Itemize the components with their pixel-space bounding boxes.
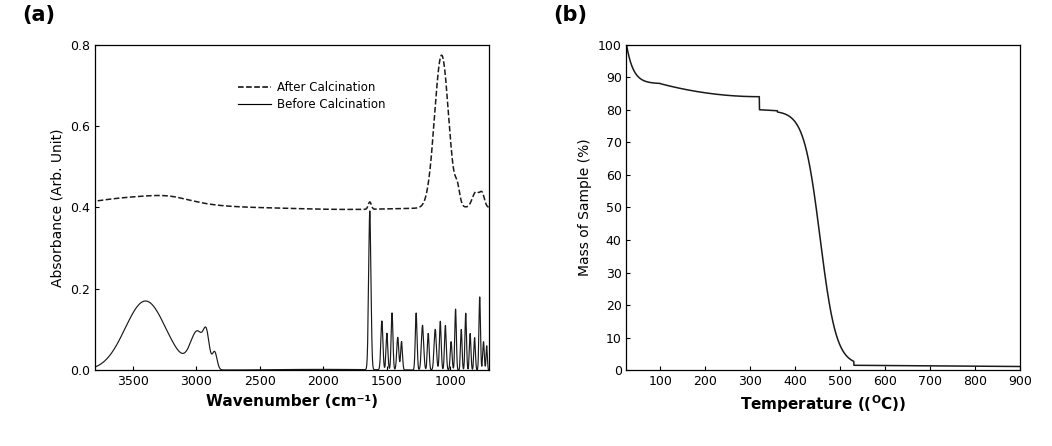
X-axis label: Wavenumber (cm⁻¹): Wavenumber (cm⁻¹) — [205, 394, 378, 409]
Y-axis label: Mass of Sample (%): Mass of Sample (%) — [579, 139, 592, 276]
Text: (a): (a) — [22, 5, 56, 25]
Legend: After Calcination, Before Calcination: After Calcination, Before Calcination — [232, 77, 390, 116]
X-axis label: Temperature ($\mathregular{(^{O}C)}$): Temperature ($\mathregular{(^{O}C)}$) — [741, 394, 907, 415]
Text: (b): (b) — [553, 5, 587, 25]
Y-axis label: Absorbance (Arb. Unit): Absorbance (Arb. Unit) — [50, 128, 64, 287]
